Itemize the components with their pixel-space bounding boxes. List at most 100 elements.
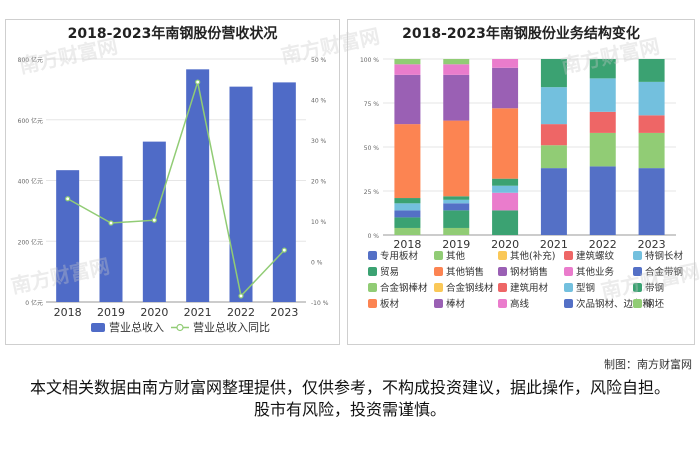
revenue-chart-svg: 0 亿元 200 亿元 400 亿元 600 亿元 800 亿元 -10 % 0 % 10 %…	[18, 56, 329, 334]
legend-label: 专用板材	[380, 250, 419, 262]
legend-label: 建筑用材	[510, 282, 549, 294]
legend-label: 型钢	[576, 282, 595, 294]
yoy-point	[238, 293, 244, 299]
x-tick-label: 2018	[54, 306, 82, 319]
legend-label: 高线	[510, 298, 530, 310]
x-tick-label: 2019	[442, 238, 470, 251]
y-tick-label: 25 %	[364, 189, 380, 196]
y-left-tick-label: 200 亿元	[18, 238, 43, 246]
y-left-tick-label: 800 亿元	[18, 56, 43, 64]
x-tick-label: 2018	[393, 238, 421, 251]
revenue-bar	[99, 156, 123, 302]
legend-label: 合金钢线材	[446, 282, 494, 294]
revenue-bar	[56, 170, 80, 302]
stack-segment	[492, 108, 519, 179]
y-right-tick-label: 10 %	[311, 219, 327, 226]
stack-segment	[540, 87, 567, 125]
stack-segment	[638, 115, 665, 133]
x-tick-label: 2023	[638, 238, 666, 251]
legend-label: 合金带钢	[645, 266, 683, 278]
stack-segment	[443, 199, 470, 204]
legend-label: 特钢长材	[645, 250, 684, 262]
legend-marker-yoy	[176, 323, 184, 332]
stack-segment	[443, 210, 470, 228]
x-tick-label: 2020	[140, 306, 168, 319]
stack-segment	[589, 78, 616, 112]
y-right-tick-label: 0 %	[311, 260, 323, 267]
stack-segment	[638, 81, 665, 116]
legend-label-yoy: 营业总收入同比	[193, 320, 270, 334]
legend-label: 其他销售	[446, 266, 484, 278]
y-tick-label: 0 %	[368, 233, 380, 240]
y-right-tick-label: 20 %	[311, 179, 327, 186]
stack-segment	[443, 64, 470, 75]
legend-label: 建筑螺纹	[576, 250, 615, 262]
stack-segment	[638, 132, 665, 169]
legend-swatch	[368, 299, 377, 308]
x-tick-label: 2023	[270, 306, 298, 319]
revenue-bar	[272, 82, 296, 302]
x-tick-label: 2021	[184, 306, 212, 319]
chart-credit: 制图：南方财富网	[604, 358, 692, 371]
stack-segment	[394, 64, 421, 75]
y-right-tick-label: 40 %	[311, 98, 327, 105]
y-left-tick-label: 0 亿元	[25, 299, 43, 307]
stack-segment	[443, 59, 470, 65]
legend-label: 其他	[446, 250, 466, 262]
yoy-point	[151, 217, 157, 223]
legend-label: 棒材	[446, 298, 466, 310]
legend-swatch	[368, 251, 377, 260]
y-tick-label: 75 %	[364, 101, 380, 108]
stack-segment	[443, 196, 470, 200]
yoy-line	[67, 81, 285, 298]
legend-swatch	[564, 267, 573, 276]
structure-chart-title: 2018-2023年南钢股份业务结构变化	[402, 26, 640, 42]
legend-swatch	[498, 251, 507, 260]
stack-segment	[589, 132, 616, 167]
stack-segment	[540, 145, 567, 169]
legend-swatch	[434, 299, 443, 308]
legend-swatch	[434, 283, 443, 292]
stack-segment	[394, 59, 421, 65]
x-tick-label: 2021	[540, 238, 568, 251]
yoy-point	[281, 247, 287, 253]
stack-segment	[492, 210, 519, 235]
stack-segment	[492, 59, 519, 68]
revenue-chart-panel: 2018-2023年南钢股份营收状况 0 亿元 200 亿元 400 亿元 600 亿…	[5, 19, 340, 345]
stack-segment	[589, 59, 616, 79]
legend-label: 钢坯	[645, 298, 665, 310]
y-tick-label: 100 %	[360, 57, 379, 64]
stack-segment	[394, 198, 421, 204]
stack-segment	[394, 203, 421, 211]
legend-label: 带钢	[645, 282, 664, 294]
stack-segment	[638, 168, 665, 235]
stack-segment	[638, 59, 665, 82]
revenue-chart-title: 2018-2023年南钢股份营收状况	[67, 26, 278, 42]
legend-swatch	[434, 251, 443, 260]
legend-swatch	[498, 283, 507, 292]
stack-segment	[589, 111, 616, 133]
legend-swatch	[633, 283, 642, 292]
structure-chart-panel: 2018-2023年南钢股份业务结构变化 0 % 25 % 50 % 75 % 100 …	[347, 19, 695, 345]
stack-segment	[394, 210, 421, 218]
legend-swatch	[498, 299, 507, 308]
y-left-tick-label: 400 亿元	[18, 178, 43, 186]
legend-swatch-revenue	[91, 323, 105, 332]
stack-segment	[443, 74, 470, 121]
stack-segment	[540, 168, 567, 235]
y-left-tick-label: 600 亿元	[18, 117, 43, 125]
stack-segment	[492, 185, 519, 193]
stack-segment	[394, 74, 421, 125]
stack-segment	[589, 166, 616, 235]
stack-segment	[492, 178, 519, 186]
legend-swatch	[633, 251, 642, 260]
stack-segment	[394, 227, 421, 235]
legend-swatch	[633, 267, 642, 276]
legend-swatch	[633, 299, 642, 308]
structure-chart-svg: 0 % 25 % 50 % 75 % 100 % 2018 2019 2020 2021 2022…	[360, 57, 684, 310]
stack-segment	[540, 124, 567, 146]
y-right-tick-label: -10 %	[311, 300, 329, 307]
yoy-point	[108, 220, 114, 226]
yoy-point	[195, 79, 201, 85]
legend-swatch	[564, 251, 573, 260]
